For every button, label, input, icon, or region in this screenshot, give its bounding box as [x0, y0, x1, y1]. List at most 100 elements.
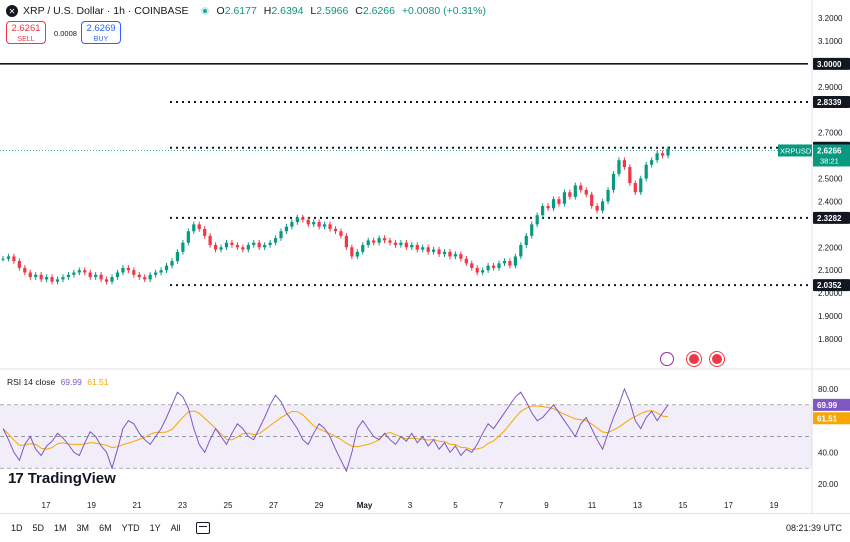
candle-body [12, 256, 16, 262]
tradingview-logo-icon: 17 [8, 470, 24, 487]
time-tick-label: 5 [453, 501, 458, 510]
candle-body [562, 192, 567, 204]
candle-body [301, 217, 305, 220]
level-label-bg [813, 57, 850, 70]
rsi-badge-bg [813, 398, 850, 411]
candle-body [268, 242, 272, 245]
time-tick-label: 7 [499, 501, 504, 510]
level-label-bg [813, 95, 850, 108]
us-flag-event-icon[interactable] [687, 352, 701, 366]
symbol-header[interactable]: ✕ XRP / U.S. Dollar · 1h · COINBASE O2.6… [0, 0, 790, 22]
candle-body [377, 238, 381, 243]
time-tick-label: 27 [269, 501, 278, 510]
ohlc-values: O2.6177 H2.6394 L2.5966 C2.6266 +0.0080 … [217, 5, 490, 17]
candle-body [573, 185, 577, 197]
candle-body [72, 272, 76, 275]
candle-body [290, 222, 294, 227]
candle-body [399, 242, 403, 245]
candle-body [164, 265, 169, 271]
price-tick-label: 1.9000 [818, 312, 843, 321]
level-label-bg [813, 211, 850, 224]
candle-body [486, 265, 490, 271]
price-tick-label: 2.7000 [818, 129, 843, 138]
utc-clock[interactable]: 08:21:39 UTC [785, 523, 842, 533]
rsi-ma-value: 61.51 [87, 377, 109, 387]
candle-body [579, 185, 583, 190]
candle-body [410, 244, 414, 248]
candle-body [535, 215, 539, 225]
market-status-icon[interactable] [200, 7, 209, 15]
timeframe-1y[interactable]: 1Y [149, 523, 161, 533]
rsi-badge-text: 69.99 [817, 401, 838, 410]
candle-body [437, 249, 441, 255]
candle-body [617, 160, 621, 174]
candle-body [453, 254, 458, 257]
level-label-text: 2.8339 [817, 98, 842, 107]
time-tick-label: 23 [178, 501, 187, 510]
candle-body [350, 247, 354, 257]
time-tick-label: 25 [224, 501, 233, 510]
timeframe-ytd[interactable]: YTD [121, 523, 140, 533]
rsi-tick-label: 20.00 [818, 480, 839, 489]
rsi-badge-text: 61.51 [817, 414, 838, 423]
candle-body [312, 222, 316, 225]
candle-body [273, 238, 278, 243]
candle-body [415, 244, 419, 250]
timeframe-6m[interactable]: 6M [99, 523, 112, 533]
timeframe-1m[interactable]: 1M [54, 523, 67, 533]
symbol-badge-text: XRPUSD [780, 146, 812, 155]
time-tick-label: 11 [588, 501, 597, 510]
candle-body [590, 194, 594, 207]
candle-body [448, 251, 452, 257]
candle-body [23, 267, 27, 273]
candle-body [224, 242, 229, 248]
buy-price: 2.6269 [86, 23, 116, 34]
timeframe-all[interactable]: All [170, 523, 181, 533]
rsi-value-badge: 61.51 [813, 412, 850, 425]
candle-body [235, 244, 239, 248]
high-label: H [263, 5, 272, 17]
candle-body [388, 240, 392, 243]
price-tick-label: 2.1000 [818, 266, 843, 275]
calendar-icon[interactable] [195, 522, 210, 534]
chart-canvas[interactable]: 3.2000 3.1000 2.9000 2.7000 2.5000 2.4000 2.20… [0, 0, 850, 513]
rsi-legend[interactable]: RSI 14 close 69.99 61.51 [7, 377, 109, 387]
candle-body [77, 270, 81, 273]
timeframe-5d[interactable]: 5D [32, 523, 45, 533]
rsi-value: 69.99 [60, 377, 82, 387]
symbol-title[interactable]: XRP / U.S. Dollar · 1h · COINBASE [23, 5, 189, 17]
candle-body [34, 274, 38, 278]
time-axis[interactable]: 17 19 21 23 25 27 29 May 3 5 7 9 11 13 15 17 19 [42, 501, 779, 510]
time-tick-label: 29 [315, 501, 324, 510]
event-icon[interactable] [660, 352, 674, 366]
rsi-line [2, 387, 669, 473]
us-flag-event-icon[interactable] [710, 352, 724, 366]
candle-body [257, 242, 261, 248]
time-tick-label: 3 [408, 501, 413, 510]
candle-body [295, 217, 299, 223]
candle-body [181, 242, 185, 252]
candle-body [497, 263, 501, 268]
timeframe-3m[interactable]: 3M [76, 523, 90, 533]
time-tick-label: 19 [770, 501, 779, 510]
time-tick-label: 15 [679, 501, 688, 510]
candle-body [306, 219, 310, 225]
price-tick-label: 2.4000 [818, 197, 843, 206]
price-series [1, 145, 670, 285]
sell-price: 2.6261 [11, 23, 41, 34]
sell-button[interactable]: 2.6261 SELL [6, 21, 46, 44]
candle-body [39, 274, 43, 280]
horizontal-levels[interactable] [0, 63, 808, 287]
candle-body [382, 238, 387, 241]
candle-body [328, 224, 332, 229]
candle-body [530, 224, 534, 236]
candle-body [639, 178, 643, 193]
timeframe-1d[interactable]: 1D [11, 523, 23, 533]
buy-button[interactable]: 2.6269 BUY [81, 21, 121, 44]
candle-body [644, 164, 648, 179]
candle-body [519, 244, 523, 257]
tradingview-watermark: 17 TradingView [8, 470, 116, 487]
price-axis[interactable]: 3.2000 3.1000 2.9000 2.7000 2.5000 2.4000 2.20… [778, 14, 850, 489]
candle-body [393, 242, 398, 245]
